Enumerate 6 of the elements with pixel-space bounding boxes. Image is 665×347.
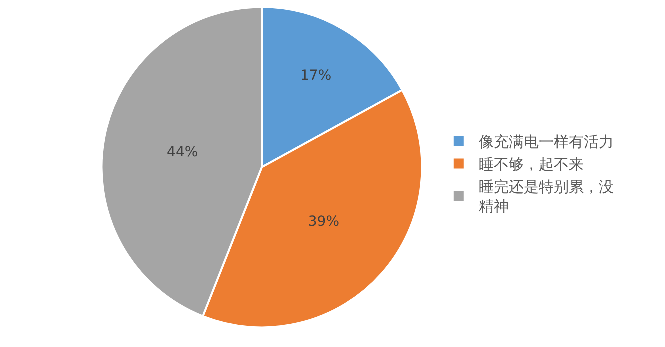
data-label: 44%: [167, 144, 198, 160]
data-label: 39%: [308, 214, 340, 230]
legend-label: 像充满电一样有活力: [478, 133, 614, 152]
legend-label: 睡不够，起不来: [478, 156, 584, 174]
legend-label: 睡完还是特别累，没精神: [478, 178, 614, 216]
data-label: 17%: [300, 68, 332, 84]
